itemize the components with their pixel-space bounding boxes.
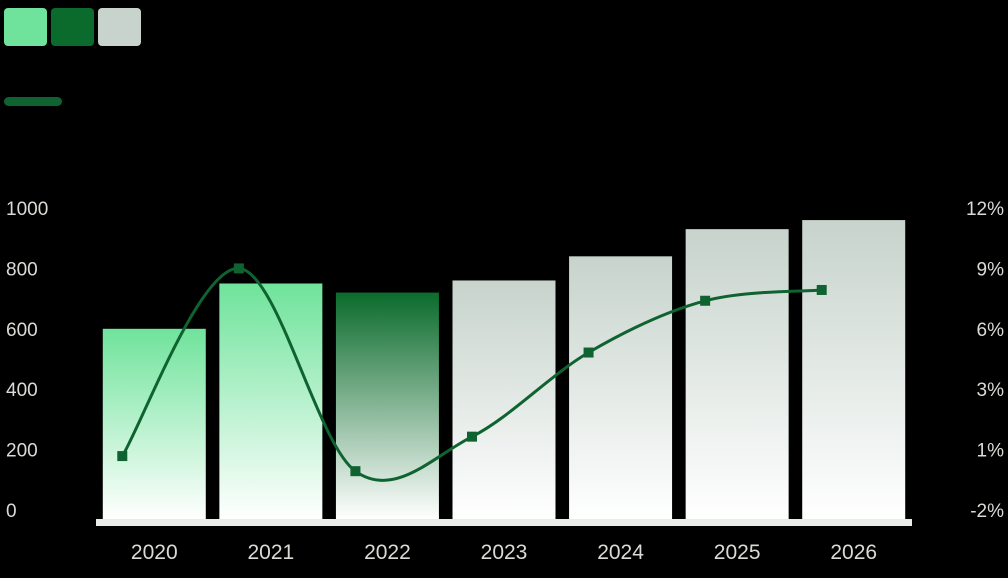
bar <box>219 283 323 519</box>
y-tick-label-left: 200 <box>6 441 38 462</box>
x-tick-label: 2024 <box>597 541 644 564</box>
line-point <box>117 451 128 462</box>
line-point <box>816 284 827 295</box>
line-point <box>700 295 711 306</box>
line-point <box>350 466 361 477</box>
bar <box>335 292 439 519</box>
x-tick-label: 2026 <box>830 541 877 564</box>
x-axis-baseline <box>96 519 912 526</box>
y-tick-label-right: -2% <box>970 501 1004 522</box>
y-tick-label-right: 6% <box>977 320 1005 341</box>
legend-line-swatch <box>4 97 62 106</box>
x-tick-label: 2023 <box>481 541 528 564</box>
line-series <box>117 263 827 482</box>
line-point <box>467 431 477 442</box>
y-tick-label-right: 1% <box>977 441 1005 462</box>
y-axis-right: -2% 1% 3% 6% 9% 12% <box>966 199 1004 522</box>
x-axis-baseline <box>96 519 912 526</box>
bar <box>102 328 206 519</box>
legend <box>4 8 141 106</box>
bar <box>685 229 789 519</box>
legend-swatch <box>51 8 94 46</box>
x-tick-label: 2022 <box>364 541 411 564</box>
y-tick-label-left: 0 <box>6 501 17 522</box>
y-tick-label-right: 9% <box>977 259 1005 280</box>
line-point <box>233 263 244 274</box>
y-tick-label-right: 3% <box>977 380 1005 401</box>
bar <box>802 220 906 519</box>
line-point <box>583 347 594 358</box>
bar-series <box>102 220 906 519</box>
bar <box>452 280 556 519</box>
y-axis-left: 0 200 400 600 800 1000 <box>6 199 48 522</box>
legend-swatch <box>4 8 47 46</box>
x-tick-label: 2020 <box>131 541 178 564</box>
y-tick-label-left: 600 <box>6 320 38 341</box>
x-tick-label: 2025 <box>714 541 761 564</box>
bar <box>569 256 673 519</box>
y-tick-label-left: 800 <box>6 259 38 280</box>
y-tick-label-left: 1000 <box>6 199 48 220</box>
y-tick-label-left: 400 <box>6 380 38 401</box>
legend-swatch <box>98 8 141 46</box>
x-axis-labels: 2020 2021 2022 2023 2024 2025 2026 <box>131 541 877 564</box>
y-tick-label-right: 12% <box>966 199 1004 220</box>
line-path <box>120 266 824 482</box>
x-tick-label: 2021 <box>247 541 294 564</box>
